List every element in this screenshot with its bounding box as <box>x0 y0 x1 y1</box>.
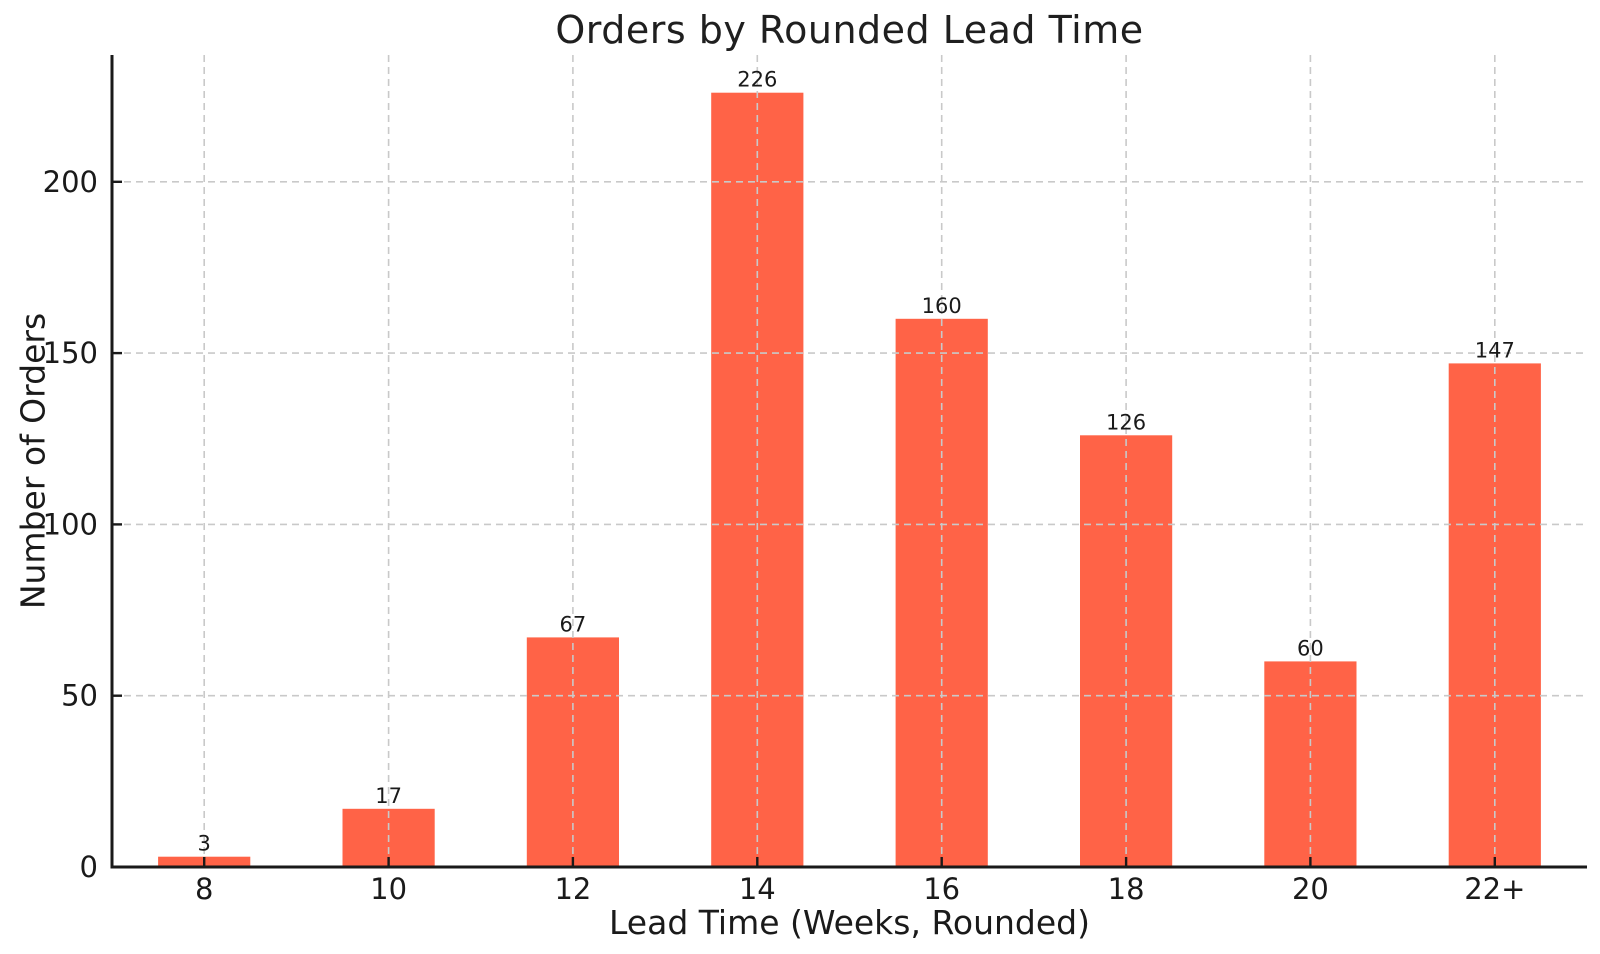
y-tick-label: 150 <box>43 336 98 370</box>
x-tick-label: 18 <box>1108 872 1145 906</box>
bar-value-label: 147 <box>1475 338 1515 362</box>
bar-value-label: 60 <box>1297 636 1324 660</box>
bar <box>1080 435 1173 867</box>
x-tick-label: 20 <box>1292 872 1329 906</box>
y-tick-label: 200 <box>43 165 98 199</box>
y-tick-label: 0 <box>80 850 98 884</box>
bar-value-label: 126 <box>1106 410 1146 434</box>
x-axis-label: Lead Time (Weeks, Rounded) <box>608 903 1090 942</box>
x-tick-label: 12 <box>554 872 591 906</box>
x-tick-label: 14 <box>739 872 776 906</box>
y-tick-label: 50 <box>61 679 98 713</box>
y-axis-label: Number of Orders <box>13 312 53 610</box>
bar-value-label: 160 <box>922 294 962 318</box>
bar-value-label: 3 <box>198 832 211 856</box>
x-tick-label: 8 <box>195 872 213 906</box>
bar-value-label: 67 <box>560 612 587 636</box>
chart-title: Orders by Rounded Lead Time <box>555 8 1144 52</box>
bar-value-label: 17 <box>375 784 402 808</box>
x-tick-label: 22+ <box>1464 872 1525 906</box>
x-tick-label: 16 <box>923 872 960 906</box>
bar-value-label: 226 <box>737 68 777 92</box>
x-tick-label: 10 <box>370 872 407 906</box>
bar <box>895 318 988 867</box>
y-tick-label: 100 <box>43 507 98 541</box>
bar <box>1448 363 1541 867</box>
